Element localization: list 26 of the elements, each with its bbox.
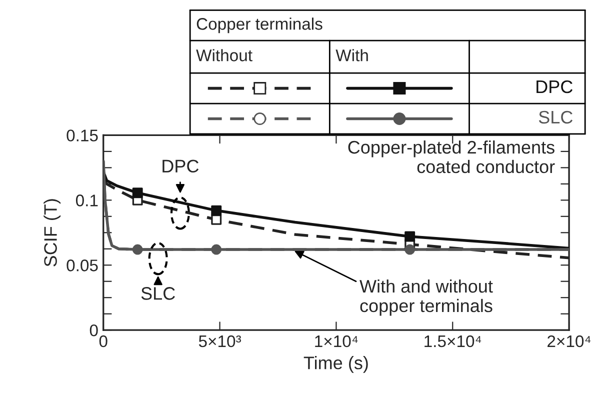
y-axis-title: SCIF (T) bbox=[44, 199, 60, 266]
x-tick-label: 1.5×10⁴ bbox=[424, 335, 482, 348]
x-tick-label: 0 bbox=[99, 335, 108, 348]
point bbox=[404, 244, 416, 255]
y-tick-label: 0.05 bbox=[66, 260, 98, 272]
x-axis-title: Time (s) bbox=[304, 356, 368, 373]
point bbox=[132, 188, 143, 198]
text: With bbox=[336, 49, 368, 62]
x-tick-label: 5×10³ bbox=[198, 335, 241, 348]
x-tick-label: 1×10⁴ bbox=[315, 335, 358, 348]
annotation: With and without copper terminals bbox=[360, 279, 493, 316]
annotation: SLC bbox=[141, 287, 175, 300]
text: Without bbox=[196, 49, 252, 62]
text: DPC bbox=[536, 80, 573, 94]
annotation: DPC bbox=[162, 160, 199, 173]
legend-title: Copper terminals bbox=[196, 18, 322, 34]
y-tick-label: 0 bbox=[90, 324, 98, 336]
x-tick-label: 2×10⁴ bbox=[548, 335, 591, 348]
point bbox=[404, 231, 416, 242]
point bbox=[211, 244, 222, 255]
annotation: Copper-plated 2-filaments coated conductor bbox=[348, 140, 555, 174]
point bbox=[211, 205, 222, 216]
y-tick-label: 0.1 bbox=[76, 194, 98, 206]
y-tick-label: 0.15 bbox=[66, 130, 98, 142]
text: SLC bbox=[538, 110, 573, 124]
point bbox=[132, 244, 143, 255]
